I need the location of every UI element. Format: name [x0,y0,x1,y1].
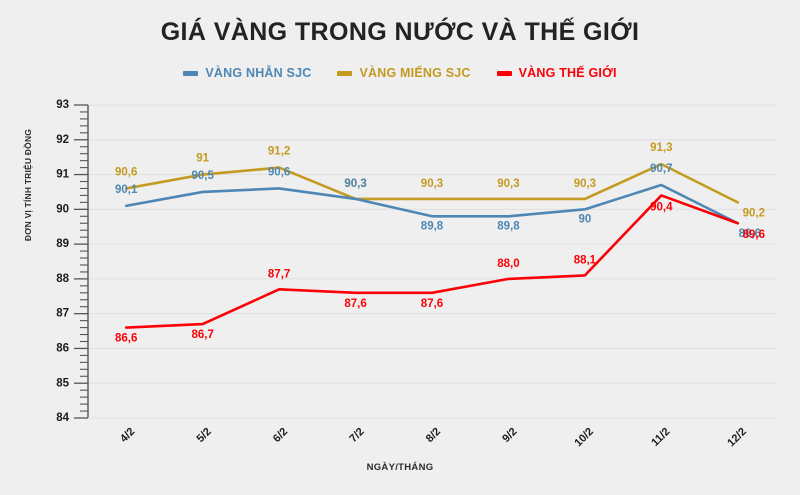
legend-item-vang-nhan-sjc[interactable]: VÀNG NHẪN SJC [183,66,311,80]
legend-label: VÀNG THẾ GIỚI [518,66,617,80]
x-tick-label: 5/2 [194,426,213,445]
data-label: 87,6 [344,298,366,310]
x-tick-label: 10/2 [572,426,596,450]
series-line [124,162,740,204]
data-label: 90,7 [650,163,672,175]
data-label: 89,6 [739,228,761,240]
data-label: 88,1 [574,254,597,266]
data-label: 86,7 [191,329,213,341]
data-label: 90,3 [344,178,366,190]
data-label: 90,5 [191,170,214,182]
x-tick-label: 8/2 [424,426,443,445]
y-tick-label: 92 [56,134,69,146]
data-label: 90,1 [115,184,138,196]
x-tick-label: 12/2 [725,426,749,450]
legend-label: VÀNG NHẪN SJC [205,66,312,80]
data-label: 91,2 [268,146,290,158]
y-tick-label: 85 [56,377,69,389]
data-label: 90,2 [743,207,765,219]
data-label: 90,6 [115,166,137,178]
series-line [124,183,740,225]
data-label: 90,3 [497,178,519,190]
data-label: 91,3 [650,142,672,154]
data-label: 90,3 [344,178,366,190]
data-label: 86,6 [115,333,137,345]
legend-label: VÀNG MIẾNG SJC [359,66,471,80]
data-label: 87,6 [421,298,443,310]
y-tick-label: 89 [56,238,69,250]
data-label: 90,4 [650,201,673,213]
y-tick-label: 86 [56,342,69,354]
data-label: 87,7 [268,268,290,280]
series-line [124,194,740,329]
y-tick-label: 91 [56,169,69,181]
x-axis-title: NGÀY/THÁNG [366,462,434,473]
legend-swatch-icon [183,70,199,76]
data-label: 89,6 [743,229,765,241]
x-tick-label: 7/2 [347,426,366,445]
x-tick-label: 6/2 [271,426,290,445]
chart-legend: VÀNG NHẪN SJC VÀNG MIẾNG SJC VÀNG THẾ GI… [0,66,800,80]
y-tick-label: 90 [56,203,69,215]
y-tick-label: 93 [56,99,69,111]
data-label: 88,0 [497,258,519,270]
legend-item-vang-mieng-sjc[interactable]: VÀNG MIẾNG SJC [337,66,470,80]
y-tick-label: 88 [56,273,69,285]
x-tick-label: 4/2 [118,426,137,445]
x-tick-label: 11/2 [649,426,672,449]
data-label: 89,8 [421,220,444,232]
legend-swatch-icon [496,70,512,76]
data-label: 91 [196,153,209,165]
legend-item-vang-the-gioi[interactable]: VÀNG THẾ GIỚI [496,66,617,80]
x-tick-label: 9/2 [500,426,519,445]
y-tick-label: 84 [56,412,69,424]
data-label: 90,3 [421,178,443,190]
data-label: 90 [578,213,591,225]
legend-swatch-icon [337,70,353,76]
y-tick-label: 87 [56,308,69,320]
data-label: 90,6 [268,166,290,178]
chart-title: GIÁ VÀNG TRONG NƯỚC VÀ THẾ GIỚI [160,18,640,46]
data-label: 90,3 [574,178,596,190]
data-label: 89,8 [497,220,520,232]
